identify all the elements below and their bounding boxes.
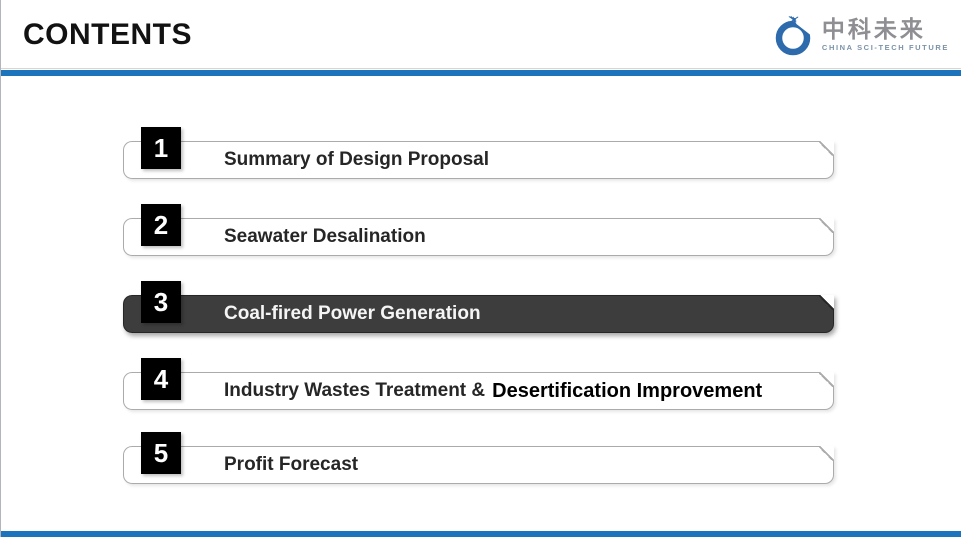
company-logo: ✈ 中科未来 CHINA SCI-TECH FUTURE: [772, 10, 949, 58]
logo-subtitle: CHINA SCI-TECH FUTURE: [821, 42, 949, 52]
toc-item-3-active[interactable]: Coal-fired Power Generation 3: [1, 281, 961, 341]
footer-bar: [1, 531, 961, 537]
logo-text: 中科未来 CHINA SCI-TECH FUTURE: [822, 17, 949, 52]
toc-item-number: 3: [141, 281, 181, 323]
toc-item-5[interactable]: Profit Forecast 5: [1, 432, 961, 492]
logo-swoosh-plane-icon: ✈: [775, 10, 816, 56]
toc-item-label: Summary of Design Proposal: [224, 149, 490, 170]
header-divider-blue: [1, 70, 961, 76]
toc-item-label: Coal-fired Power Generation: [224, 303, 481, 324]
toc-item-label-2: Desertification Improvement: [492, 379, 763, 402]
toc-item-4[interactable]: Industry Wastes Treatment & Desertificati…: [1, 358, 961, 418]
toc-item-1[interactable]: Summary of Design Proposal 1: [1, 127, 961, 187]
toc-item-2[interactable]: Seawater Desalination 2: [1, 204, 961, 264]
toc-item-number: 1: [141, 127, 181, 169]
logo-name: 中科未来: [821, 15, 926, 42]
toc-item-box[interactable]: Seawater Desalination: [123, 218, 834, 256]
toc-item-box[interactable]: Profit Forecast: [123, 446, 834, 484]
toc-item-number: 5: [141, 432, 181, 474]
toc-item-label: Profit Forecast: [224, 454, 359, 475]
toc-item-number: 2: [141, 204, 181, 246]
toc-item-box[interactable]: Summary of Design Proposal: [123, 141, 834, 179]
toc-item-box[interactable]: Industry Wastes Treatment & Desertificati…: [123, 372, 834, 410]
toc-item-box-highlighted[interactable]: Coal-fired Power Generation: [123, 295, 834, 333]
toc-item-label: Industry Wastes Treatment &: [224, 380, 486, 401]
page-title: CONTENTS: [23, 18, 192, 51]
toc-item-label: Seawater Desalination: [224, 226, 426, 247]
header-divider-gray: [1, 68, 961, 69]
toc-item-number: 4: [141, 358, 181, 400]
